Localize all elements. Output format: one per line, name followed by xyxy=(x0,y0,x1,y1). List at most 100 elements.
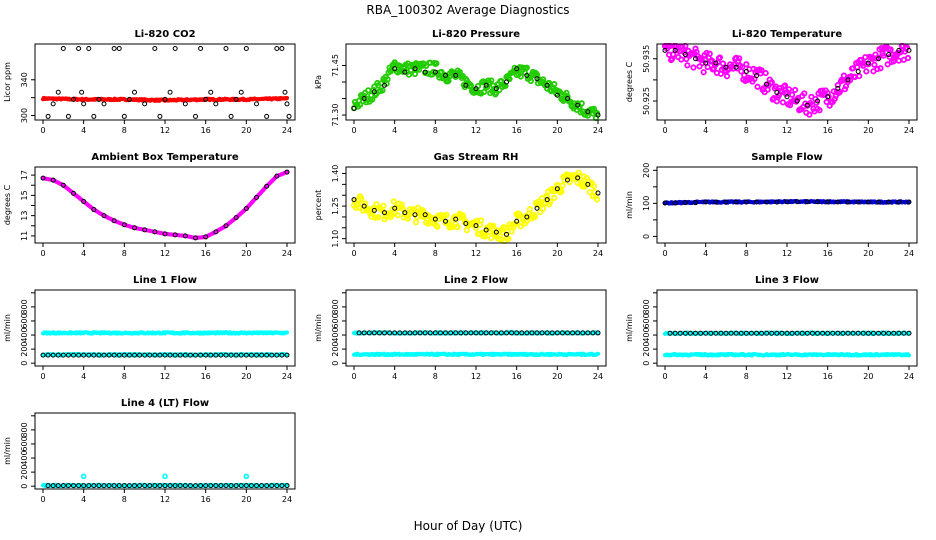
line-3-flow-x-tick-label: 20 xyxy=(863,372,873,381)
li-820-temperature-average-point xyxy=(703,60,709,66)
sample-flow-y-tick-label: 200 xyxy=(642,163,651,178)
panel-line-1-flow: Line 1 Flow ml/min 0 4 8 12 16 20 24 0 20040060080… xyxy=(3,275,296,381)
li-820-temperature-average-point xyxy=(672,47,678,53)
line-4-lt-flow-y-tick-label: 200 xyxy=(20,464,29,479)
sample-flow-x-tick-label: 8 xyxy=(744,249,749,258)
line-1-flow-y-label: ml/min xyxy=(3,314,12,342)
ambient-box-temperature-average-point xyxy=(162,231,168,237)
li-820-pressure-y-label: kPa xyxy=(314,75,323,89)
line-4-lt-flow-y-tick-label: 600 xyxy=(20,436,29,451)
li-820-temperature-raw-point xyxy=(863,68,870,75)
gas-stream-rh-average-point xyxy=(432,216,438,222)
li-820-co2-x-tick-label: 24 xyxy=(282,126,292,135)
li-820-pressure-series-average xyxy=(351,66,601,118)
line-1-flow-y-tick-label: 800 xyxy=(20,299,29,314)
li-820-pressure-average-point xyxy=(554,92,560,98)
li-820-co2-average-point xyxy=(50,101,56,107)
line-1-flow-y-tick-label: 0 xyxy=(20,361,29,366)
sample-flow-x-tick-label: 4 xyxy=(703,249,708,258)
line-1-flow-x-tick-label: 4 xyxy=(81,372,86,381)
ambient-box-temperature-average-point xyxy=(40,175,46,181)
li-820-temperature-raw-point xyxy=(704,63,711,71)
line-2-flow-x-tick-label: 12 xyxy=(471,372,481,381)
li-820-pressure-x-tick-label: 4 xyxy=(392,126,397,135)
ambient-box-temperature-title: Ambient Box Temperature xyxy=(91,152,238,163)
li-820-pressure-average-point xyxy=(585,109,591,115)
li-820-temperature-raw-point xyxy=(785,86,793,93)
ambient-box-temperature-average-point xyxy=(223,223,229,229)
li-820-temperature-raw-point xyxy=(684,62,691,69)
li-820-co2-average-point xyxy=(65,113,71,119)
ambient-box-temperature-raw-point xyxy=(285,170,289,175)
gas-stream-rh-average-point xyxy=(493,229,499,235)
line-4-lt-flow-raw-spikes-point xyxy=(80,473,87,480)
li-820-co2-average-point xyxy=(238,89,244,95)
li-820-co2-x-tick-label: 16 xyxy=(201,126,211,135)
gas-stream-rh-average-point xyxy=(361,203,367,209)
li-820-temperature-raw-point xyxy=(781,82,789,89)
li-820-temperature-average-point xyxy=(754,73,759,79)
line-1-flow-title: Line 1 Flow xyxy=(133,275,197,286)
sample-flow-x-tick-label: 20 xyxy=(863,249,873,258)
gas-stream-rh-raw-point xyxy=(373,201,380,208)
ambient-box-temperature-series-raw xyxy=(41,170,289,240)
ambient-box-temperature-average-point xyxy=(193,235,198,241)
li-820-pressure-raw-point xyxy=(506,75,513,83)
li-820-co2-average-point xyxy=(157,113,163,119)
li-820-co2-average-point xyxy=(274,45,280,51)
li-820-temperature-x-tick-label: 4 xyxy=(703,126,708,135)
li-820-temperature-raw-point xyxy=(880,52,887,59)
figure-x-axis-label: Hour of Day (UTC) xyxy=(414,519,523,533)
li-820-co2-average-point xyxy=(282,89,288,95)
line-2-flow-x-tick-label: 20 xyxy=(552,372,562,381)
li-820-temperature-raw-point xyxy=(696,63,703,70)
gas-stream-rh-raw-point xyxy=(472,224,480,232)
li-820-temperature-raw-point xyxy=(736,55,743,62)
li-820-temperature-x-tick-label: 0 xyxy=(662,126,667,135)
ambient-box-temperature-average-point xyxy=(71,190,76,196)
li-820-co2-average-point xyxy=(233,96,239,102)
li-820-temperature-average-point xyxy=(784,94,790,100)
li-820-pressure-raw-point xyxy=(423,62,430,69)
sample-flow-x-tick-label: 16 xyxy=(823,249,833,258)
gas-stream-rh-y-tick-label: 1.10 xyxy=(331,230,340,248)
li-820-temperature-raw-point xyxy=(754,83,761,90)
li-820-pressure-average-point xyxy=(361,96,367,102)
gas-stream-rh-average-point xyxy=(463,220,469,226)
li-820-co2-average-point xyxy=(213,101,219,107)
line-4-lt-flow-y-tick-label: 0 xyxy=(20,484,29,489)
li-820-pressure-x-tick-label: 16 xyxy=(512,126,522,135)
panel-ambient-box-temperature: Ambient Box Temperature degrees C 0 4 8 12 16 2… xyxy=(3,152,296,258)
li-820-pressure-x-tick-label: 12 xyxy=(471,126,481,135)
gas-stream-rh-average-point xyxy=(514,218,520,224)
li-820-pressure-average-point xyxy=(463,82,469,88)
gas-stream-rh-raw-point xyxy=(454,223,461,231)
line-1-flow-x-tick-label: 20 xyxy=(241,372,251,381)
line-3-flow-x-tick-label: 0 xyxy=(662,372,667,381)
line-4-lt-flow-x-tick-label: 24 xyxy=(282,495,292,504)
line-2-flow-raw-low-point xyxy=(596,351,600,356)
gas-stream-rh-x-tick-label: 24 xyxy=(593,249,603,258)
li-820-temperature-average-point xyxy=(855,68,861,74)
line-2-flow-x-tick-label: 4 xyxy=(392,372,397,381)
li-820-co2-average-point xyxy=(264,113,270,119)
line-4-lt-flow-x-tick-label: 12 xyxy=(160,495,170,504)
gas-stream-rh-y-tick-label: 1.25 xyxy=(331,197,340,215)
panel-line-3-flow: Line 3 Flow ml/min 0 4 8 12 16 20 24 0 20040060080… xyxy=(625,275,918,381)
li-820-pressure-raw-point xyxy=(369,96,376,103)
li-820-co2-average-point xyxy=(79,89,85,95)
li-820-temperature-average-point xyxy=(896,47,902,53)
line-3-flow-x-tick-label: 8 xyxy=(744,372,749,381)
sample-flow-title: Sample Flow xyxy=(751,152,823,163)
li-820-pressure-raw-point xyxy=(551,81,558,88)
li-820-co2-average-point xyxy=(55,89,61,95)
li-820-temperature-raw-point xyxy=(887,46,894,53)
li-820-co2-average-point xyxy=(208,89,214,95)
line-2-flow-x-tick-label: 24 xyxy=(593,372,603,381)
li-820-temperature-average-point xyxy=(794,98,800,104)
li-820-temperature-average-point xyxy=(835,85,841,91)
li-820-temperature-average-point xyxy=(733,64,739,70)
gas-stream-rh-average-point xyxy=(392,205,398,211)
li-820-temperature-x-tick-label: 16 xyxy=(823,126,833,135)
li-820-temperature-raw-point xyxy=(854,64,861,71)
